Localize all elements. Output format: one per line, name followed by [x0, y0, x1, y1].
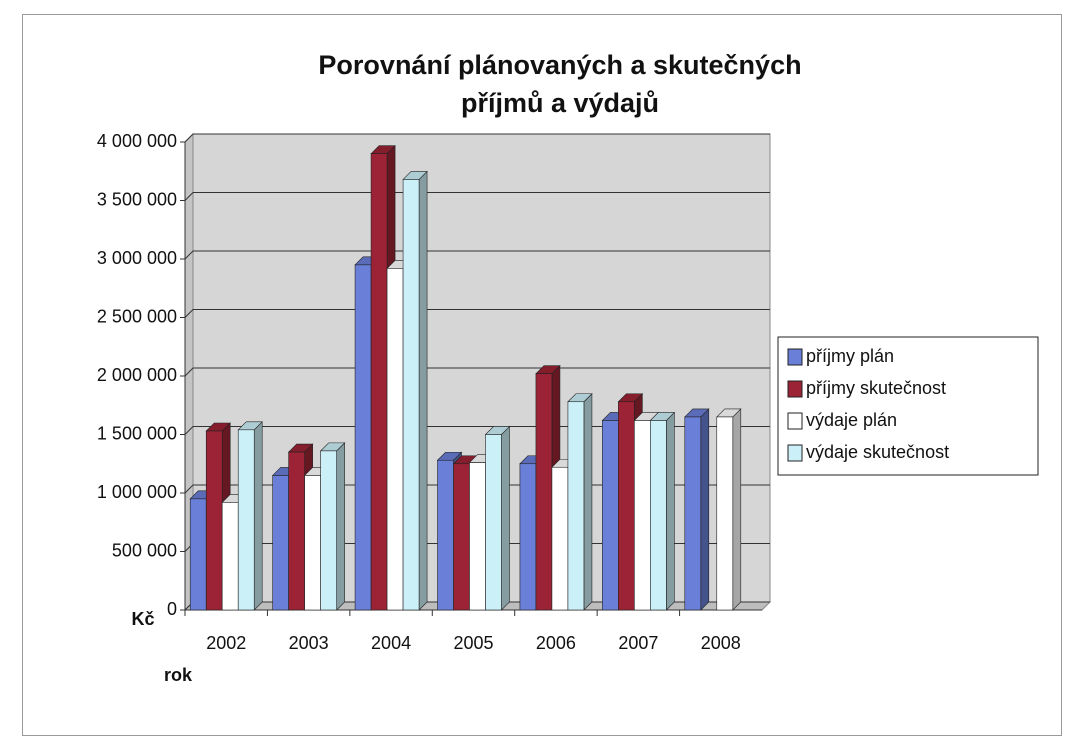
bar	[189, 498, 207, 611]
grid-line	[184, 192, 770, 201]
x-axis-label: rok	[164, 665, 193, 685]
bar	[370, 153, 388, 611]
bar	[402, 179, 420, 611]
x-tick-label: 2006	[536, 633, 576, 653]
y-tick-label: 4 000 000	[97, 131, 177, 151]
legend-swatch	[787, 348, 803, 366]
bar	[650, 420, 667, 611]
y-tick-label: 3 000 000	[97, 248, 177, 268]
x-tick-label: 2003	[289, 633, 329, 653]
y-axis-label: Kč	[131, 609, 154, 629]
grid-line	[184, 309, 770, 318]
x-tick-label: 2005	[453, 633, 493, 653]
x-tick-label: 2002	[206, 633, 246, 653]
bar	[304, 475, 321, 611]
y-tick-label: 500 000	[112, 540, 177, 560]
y-tick-label: 1 500 000	[97, 423, 177, 443]
legend-label: příjmy skutečnost	[806, 378, 946, 398]
chart-frame	[22, 14, 1062, 736]
bar-side	[583, 393, 593, 611]
y-tick-label: 3 500 000	[97, 189, 177, 209]
bar	[519, 463, 537, 611]
bar	[437, 459, 454, 611]
legend-swatch	[787, 444, 803, 462]
bar	[469, 462, 486, 611]
grid-line	[184, 367, 770, 377]
bar-side	[336, 442, 345, 611]
bar	[272, 475, 289, 611]
grid-line	[184, 133, 770, 143]
bar	[320, 450, 337, 611]
legend-box	[777, 336, 1039, 476]
bar	[288, 451, 305, 611]
bar	[237, 429, 255, 611]
bar	[634, 420, 651, 611]
x-tick-label: 2008	[701, 633, 741, 653]
bar	[602, 420, 619, 611]
y-tick-label: 2 000 000	[97, 365, 177, 385]
bar-side	[253, 421, 263, 611]
x-tick-label: 2004	[371, 633, 411, 653]
bar	[485, 434, 502, 611]
bar	[453, 463, 470, 611]
y-tick-label: 1 000 000	[97, 482, 177, 502]
legend-label: výdaje plán	[806, 410, 897, 430]
legend-swatch	[787, 380, 803, 398]
y-tick-label: 0	[167, 599, 177, 619]
bar	[221, 502, 239, 611]
bar-side	[666, 411, 675, 611]
bar	[618, 401, 635, 611]
bar	[535, 373, 553, 611]
bar-side	[732, 408, 742, 611]
bar	[716, 416, 734, 611]
x-tick-label: 2007	[618, 633, 658, 653]
legend-label: příjmy plán	[806, 346, 894, 366]
bar	[354, 264, 372, 611]
chart-title: Porovnání plánovaných a skutečných příjm…	[318, 50, 802, 118]
bar	[567, 401, 585, 611]
y-tick-label: 2 500 000	[97, 306, 177, 326]
bar	[551, 466, 569, 611]
legend-label: výdaje skutečnost	[806, 442, 949, 462]
bar	[205, 430, 223, 611]
legend-swatch	[787, 412, 803, 430]
bar	[684, 416, 702, 611]
bar-side	[501, 425, 510, 611]
grid-line	[184, 250, 770, 260]
bar	[386, 268, 404, 611]
bar-side	[700, 408, 710, 611]
bar-side	[418, 170, 428, 611]
